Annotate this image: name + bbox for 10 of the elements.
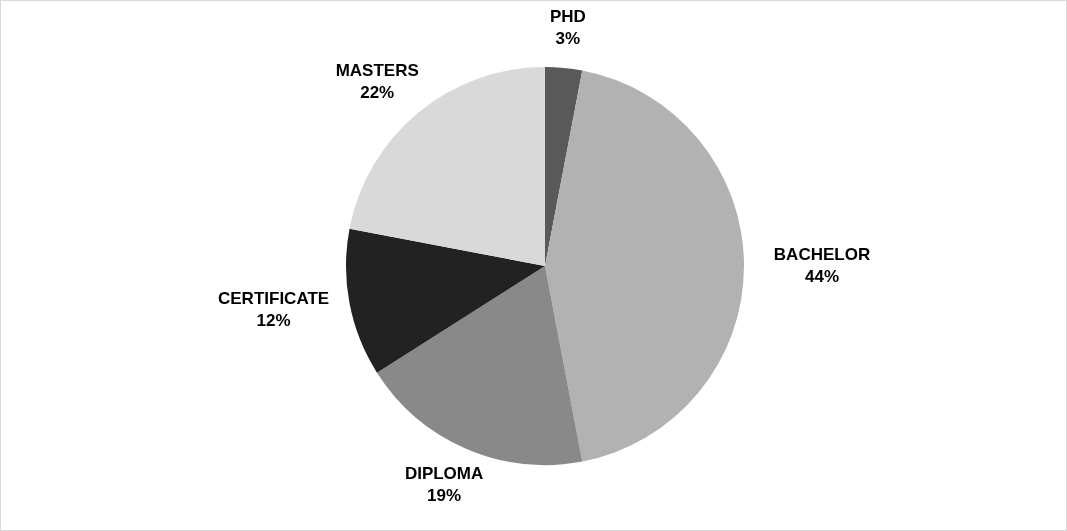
data-label: 44% [804, 266, 840, 286]
slice-label: MASTERS [335, 60, 419, 80]
data-label: 22% [360, 82, 395, 102]
slice-label: DIPLOMA [404, 464, 484, 484]
data-label: 3% [555, 28, 581, 48]
slice-label: CERTIFICATE [218, 289, 330, 309]
data-label: 19% [427, 486, 462, 506]
slice-label: BACHELOR [773, 244, 871, 264]
slice-label: PHD [549, 6, 586, 26]
data-label: 12% [256, 311, 291, 331]
